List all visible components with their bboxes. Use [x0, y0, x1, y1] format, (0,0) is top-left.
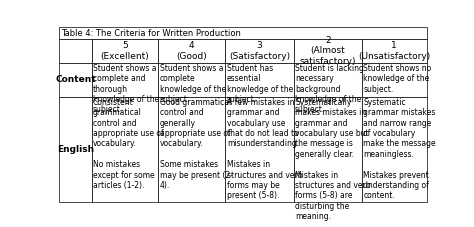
Text: Systematic
grammar mistakes
and narrow range
of vocabulary
make the message
mean: Systematic grammar mistakes and narrow r…	[364, 98, 436, 200]
Text: 1
(Unsatisfactory): 1 (Unsatisfactory)	[358, 41, 430, 61]
Text: English: English	[57, 145, 94, 154]
Bar	[225, 63, 293, 97]
Text: Student is lacking
necessary
background
knowledge of the
subject.: Student is lacking necessary background …	[295, 64, 364, 114]
Bar	[158, 63, 225, 97]
Text: 5
(Excellent): 5 (Excellent)	[100, 41, 149, 61]
Bar	[293, 63, 362, 97]
Bar	[158, 97, 225, 202]
Text: Systematically
makes mistakes in
grammar and
vocabulary use but
the message is
g: Systematically makes mistakes in grammar…	[295, 98, 371, 221]
Text: 4
(Good): 4 (Good)	[176, 41, 207, 61]
Text: Student shows no
knowledge of the
subject.: Student shows no knowledge of the subjec…	[364, 64, 432, 94]
Text: Good grammatical
control and
generally
appropriate use of
vocabulary.

Some mist: Good grammatical control and generally a…	[160, 98, 233, 190]
Bar	[362, 97, 427, 202]
Text: Student has
essential
knowledge of the
subject.: Student has essential knowledge of the s…	[227, 64, 293, 104]
Text: Consistent
grammatical
control and
appropriate use of
vocabulary.

No mistakes
e: Consistent grammatical control and appro…	[93, 98, 164, 190]
Bar	[225, 39, 293, 63]
Text: A few mistakes in
grammar and
vocabulary use
that do not lead to
misunderstandin: A few mistakes in grammar and vocabulary…	[227, 98, 302, 200]
Text: Table 4: The Criteria for Written Production: Table 4: The Criteria for Written Produc…	[61, 29, 241, 38]
Bar	[225, 97, 293, 202]
Bar	[59, 97, 91, 202]
Text: Student shows a
complete
knowledge of the
subject.: Student shows a complete knowledge of th…	[160, 64, 226, 104]
Bar	[293, 97, 362, 202]
Bar	[362, 39, 427, 63]
Bar	[59, 39, 91, 63]
Text: 3
(Satisfactory): 3 (Satisfactory)	[229, 41, 290, 61]
Bar	[59, 27, 427, 39]
Bar	[91, 63, 158, 97]
Text: Student shows a
complete and
thorough
knowledge of the
subject.: Student shows a complete and thorough kn…	[93, 64, 159, 114]
Bar	[59, 63, 91, 97]
Bar	[91, 97, 158, 202]
Bar	[91, 39, 158, 63]
Bar	[158, 39, 225, 63]
Text: 2
(Almost
satisfactory): 2 (Almost satisfactory)	[300, 36, 356, 66]
Bar	[362, 63, 427, 97]
Text: Content: Content	[55, 75, 96, 84]
Bar	[293, 39, 362, 63]
